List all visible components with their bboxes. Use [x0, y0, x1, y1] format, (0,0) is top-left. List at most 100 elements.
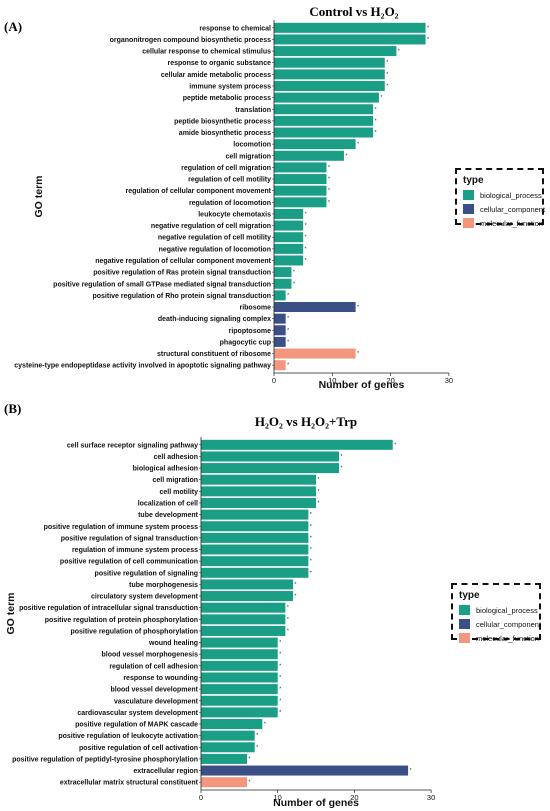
chart-a-category-label: ribosome: [239, 305, 271, 312]
chart-a-bar: [274, 360, 286, 371]
chart-b-significance-mark: *: [341, 454, 343, 460]
chart-a-bar: [274, 69, 385, 80]
chart-b-category-label: circulatory system development: [91, 594, 199, 601]
chart-a-category-label: cell migration: [225, 153, 271, 160]
chart-a-significance-mark: *: [386, 60, 388, 66]
chart-b-significance-mark: *: [341, 466, 343, 472]
legend-a-label-biological-process: biological_process: [480, 190, 542, 200]
chart-a-bar: [274, 174, 327, 185]
chart-b-significance-mark: *: [256, 745, 258, 751]
chart-a-significance-mark: *: [357, 142, 359, 148]
chart-a-x-tick-label: 20: [386, 376, 394, 385]
chart-a-significance-mark: *: [305, 235, 307, 241]
chart-b-significance-mark: *: [287, 605, 289, 611]
chart-b-significance-mark: *: [279, 698, 281, 704]
chart-b-bar: [201, 660, 278, 671]
chart-a-significance-mark: *: [293, 270, 295, 276]
legend-a-item-cellular-component: cellular_component: [463, 203, 545, 215]
chart-a-bar: [274, 243, 304, 254]
chart-a-bar: [274, 267, 292, 278]
chart-b-category-label: wound healing: [148, 640, 198, 647]
chart-a-bar: [274, 185, 327, 196]
chart-b-bar: [201, 742, 255, 753]
chart-a-significance-mark: *: [287, 328, 289, 334]
legend-b-label-cellular-component: cellular_component: [476, 619, 542, 629]
chart-a-significance-mark: *: [398, 49, 400, 55]
chart-a-category-label: regulation of cellular component movemen…: [126, 188, 272, 195]
chart-b-category-label: blood vessel development: [110, 687, 198, 694]
legend-b-key-cellular-component: [459, 619, 470, 629]
chart-a-category-label: positive regulation of Ras protein signa…: [93, 270, 271, 277]
chart-b-significance-mark: *: [279, 675, 281, 681]
legend-b-item-cellular-component: cellular_component: [459, 618, 541, 630]
chart-a-bar: [274, 34, 426, 45]
chart-b-category-label: positive regulation of intracellular sig…: [19, 605, 198, 612]
chart-b-bar: [201, 509, 309, 520]
chart-b-category-label: regulation of immune system process: [72, 547, 198, 554]
chart-b-bar: [201, 649, 278, 660]
chart-b-significance-mark: *: [264, 722, 266, 728]
chart-a-bar: [274, 80, 385, 91]
chart-a-category-label: regulation of cell motility: [188, 177, 271, 184]
chart-b-category-label: positive regulation of phosphorylation: [70, 628, 198, 635]
chart-b-category-label: cell surface receptor signaling pathway: [67, 442, 198, 449]
chart-a-category-label: response to chemical: [199, 25, 271, 32]
chart-a-significance-mark: *: [305, 211, 307, 217]
chart-a-category-label: negative regulation of cell motility: [158, 235, 271, 242]
chart-b-category-label: blood vessel morphogenesis: [102, 652, 199, 659]
chart-a-bar: [274, 104, 374, 115]
chart-b-category-label: biological adhesion: [133, 466, 198, 473]
chart-a-bar: [274, 336, 286, 347]
chart-a-significance-mark: *: [427, 25, 429, 31]
chart-b-bar: [201, 451, 340, 462]
chart-b-significance-mark: *: [279, 640, 281, 646]
chart-b-category-label: positive regulation of leukocyte activat…: [58, 733, 198, 740]
chart-b-category-label: cell motility: [159, 489, 198, 496]
panel-b-title: H₂O₂ vs H₂O₂+Trp: [254, 414, 358, 429]
legend-a-key-cellular-component: [463, 204, 474, 214]
legend-b-title: type: [459, 590, 480, 601]
chart-b-category-label: positive regulation of MAPK cascade: [75, 722, 198, 729]
chart-b-category-label: vasculature development: [114, 698, 199, 705]
chart-a-significance-mark: *: [386, 72, 388, 78]
chart-b-significance-mark: *: [249, 756, 251, 762]
chart-b-bar: [201, 497, 317, 508]
chart-a-significance-mark: *: [305, 246, 307, 252]
chart-b-x-tick-label: 10: [274, 793, 282, 802]
chart-a-significance-mark: *: [328, 188, 330, 194]
chart-a-bar: [274, 348, 356, 359]
chart-a-significance-mark: *: [293, 281, 295, 287]
chart-a-bar: [274, 115, 374, 126]
chart-b-bar: [201, 684, 278, 695]
chart-b-category-label: extracellular matrix structural constitu…: [60, 780, 199, 787]
chart-b-bar: [201, 591, 294, 602]
chart-a-bar: [274, 162, 327, 173]
chart-b-bar: [201, 556, 309, 567]
chart-b-category-label: extracellular region: [133, 768, 198, 775]
chart-a-significance-mark: *: [328, 177, 330, 183]
chart-a-bar: [274, 57, 385, 68]
chart-a-bar: [274, 139, 356, 150]
chart-a-category-label: cellular response to chemical stimulus: [142, 49, 271, 56]
panel-a-title: Control vs H₂O₂: [309, 4, 399, 19]
chart-a-significance-mark: *: [345, 153, 347, 159]
chart-b-bar: [201, 765, 409, 776]
chart-a-category-label: peptide metabolic process: [183, 95, 271, 102]
legend-a-label-cellular-component: cellular_component: [480, 204, 546, 214]
chart-a-category-label: regulation of cell migration: [181, 165, 271, 172]
chart-b-x-tick-label: 0: [199, 793, 203, 802]
chart-b-bar: [201, 532, 309, 543]
chart-b-bar: [201, 753, 248, 764]
chart-b-bar: [201, 567, 309, 578]
chart-a-bar: [274, 232, 304, 243]
legend-b-label-biological-process: biological_process: [476, 605, 538, 615]
chart-b-category-label: positive regulation of cell communicatio…: [60, 559, 198, 566]
chart-b-significance-mark: *: [310, 512, 312, 518]
chart-b-category-label: regulation of cell adhesion: [109, 663, 198, 670]
legend-b: type biological_process cellular_compone…: [451, 583, 541, 643]
chart-b-x-tick-label: 30: [427, 793, 435, 802]
chart-a-category-label: cysteine-type endopeptidase activity inv…: [14, 363, 271, 370]
chart-b-significance-mark: *: [279, 687, 281, 693]
chart-a-x-tick-label: 30: [445, 376, 453, 385]
chart-a-category-label: locomotion: [233, 142, 271, 149]
